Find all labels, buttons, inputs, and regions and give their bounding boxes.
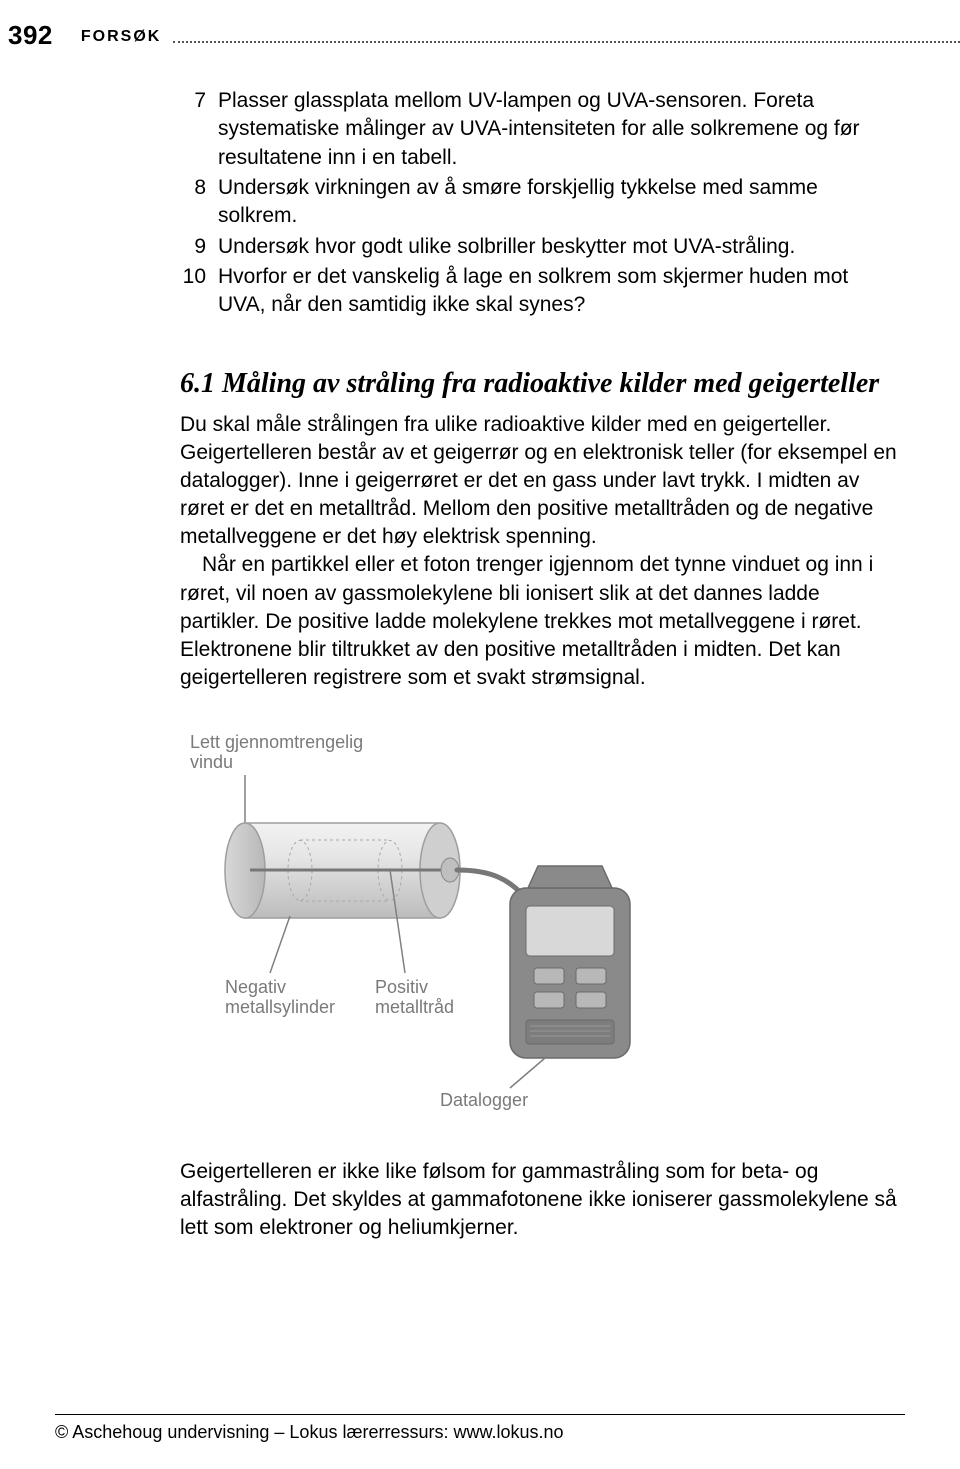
list-item: 8 Undersøk virkningen av å smøre forskje…	[180, 174, 900, 231]
geiger-diagram: Lett gjennomtrengelig vindu	[150, 728, 900, 1118]
footer-rule	[55, 1414, 905, 1415]
section-title: 6.1 Måling av stråling fra radioaktive k…	[180, 366, 900, 401]
list-number: 8	[180, 174, 218, 231]
list-text: Undersøk hvor godt ulike solbriller besk…	[218, 233, 900, 261]
diagram-label-pos: Positiv	[375, 977, 428, 997]
page-number: 392	[8, 20, 53, 51]
diagram-label-window: Lett gjennomtrengelig	[190, 732, 363, 752]
list-text: Hvorfor er det vanskelig å lage en solkr…	[218, 263, 900, 320]
list-item: 7 Plasser glassplata mellom UV-lampen og…	[180, 87, 900, 172]
dotted-rule	[173, 41, 960, 43]
numbered-list: 7 Plasser glassplata mellom UV-lampen og…	[180, 87, 900, 320]
list-text: Undersøk virkningen av å smøre forskjell…	[218, 174, 900, 231]
list-item: 9 Undersøk hvor godt ulike solbriller be…	[180, 233, 900, 261]
footer-text: © Aschehoug undervisning – Lokus lærerre…	[55, 1422, 564, 1443]
diagram-label-pos2: metalltråd	[375, 997, 454, 1017]
paragraph: Geigertelleren er ikke like følsom for g…	[180, 1158, 900, 1242]
list-number: 10	[180, 263, 218, 320]
diagram-label-neg2: metallsylinder	[225, 997, 335, 1017]
list-item: 10 Hvorfor er det vanskelig å lage en so…	[180, 263, 900, 320]
content-area: 7 Plasser glassplata mellom UV-lampen og…	[180, 87, 900, 1242]
page-footer: © Aschehoug undervisning – Lokus lærerre…	[55, 1422, 905, 1443]
list-text: Plasser glassplata mellom UV-lampen og U…	[218, 87, 900, 172]
list-number: 9	[180, 233, 218, 261]
list-number: 7	[180, 87, 218, 172]
paragraph: Du skal måle strålingen fra ulike radioa…	[180, 411, 900, 552]
diagram-label-window2: vindu	[190, 752, 233, 772]
diagram-label-logger: Datalogger	[440, 1090, 528, 1110]
paragraph: Når en partikkel eller et foton trenger …	[180, 551, 900, 692]
page-header: 392 FORSØK	[0, 0, 960, 51]
diagram-label-neg: Negativ	[225, 977, 286, 997]
section-name: FORSØK	[81, 28, 161, 46]
